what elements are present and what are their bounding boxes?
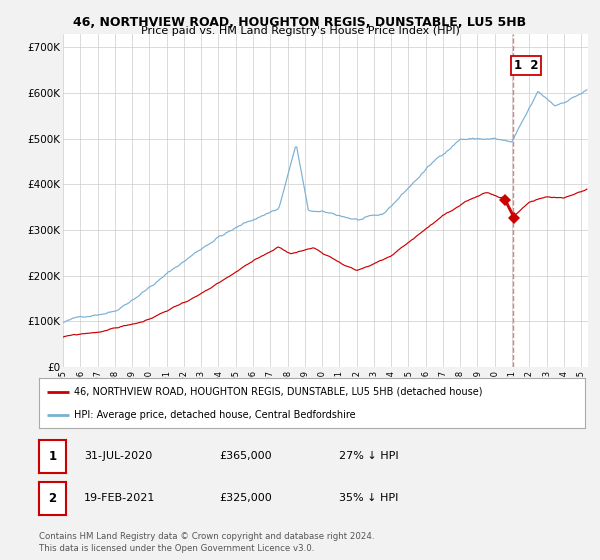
Text: 19-FEB-2021: 19-FEB-2021 [84,493,155,503]
Text: £325,000: £325,000 [219,493,272,503]
Text: 1  2: 1 2 [514,59,538,72]
Text: 2: 2 [49,492,56,505]
Text: 46, NORTHVIEW ROAD, HOUGHTON REGIS, DUNSTABLE, LU5 5HB (detached house): 46, NORTHVIEW ROAD, HOUGHTON REGIS, DUNS… [74,386,483,396]
Text: Contains HM Land Registry data © Crown copyright and database right 2024.
This d: Contains HM Land Registry data © Crown c… [39,533,374,553]
Text: 1: 1 [49,450,56,463]
Text: 27% ↓ HPI: 27% ↓ HPI [339,451,398,461]
Text: 31-JUL-2020: 31-JUL-2020 [84,451,152,461]
Text: £365,000: £365,000 [219,451,272,461]
Text: Price paid vs. HM Land Registry's House Price Index (HPI): Price paid vs. HM Land Registry's House … [140,26,460,36]
Text: 46, NORTHVIEW ROAD, HOUGHTON REGIS, DUNSTABLE, LU5 5HB: 46, NORTHVIEW ROAD, HOUGHTON REGIS, DUNS… [73,16,527,29]
Text: 35% ↓ HPI: 35% ↓ HPI [339,493,398,503]
Text: HPI: Average price, detached house, Central Bedfordshire: HPI: Average price, detached house, Cent… [74,410,356,420]
